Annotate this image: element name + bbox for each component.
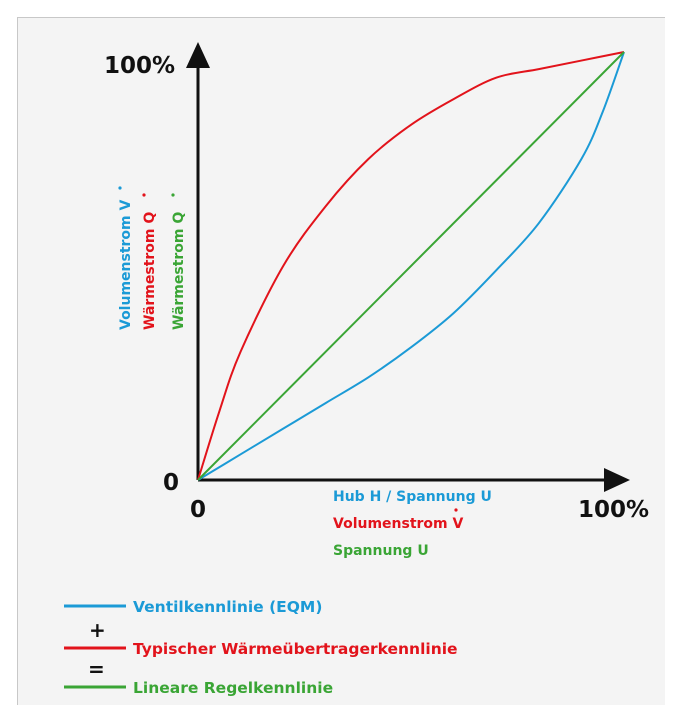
x-axis-arrow-icon [604,468,630,492]
series-layer [197,51,625,481]
y-label-waermestrom-green: Wärmestrom Q [171,212,187,330]
y-axis-top-label: 100% [104,53,175,79]
legend-label-lineare-regelkennlinie: Lineare Regelkennlinie [133,679,333,697]
legend-plus-sign: + [89,618,106,642]
chart-panel [17,17,665,705]
legend: Ventilkennlinie (EQM) + Typischer Wärmeü… [64,598,458,697]
legend-label-ventilkennlinie: Ventilkennlinie (EQM) [133,598,322,616]
y-axis-arrow-icon [186,42,210,68]
series-line-linear [197,51,625,481]
series-line-waermeuebertrager [197,51,625,481]
x-axis-zero-label: 0 [190,497,206,523]
legend-equals-sign: = [88,657,105,681]
x-label-spannung: Spannung U [333,543,429,559]
y-label-volumenstrom: Volumenstrom V [118,199,134,330]
legend-label-waermeuebertrager: Typischer Wärmeübertragerkennlinie [133,640,458,658]
y-axis-labels: Volumenstrom V Wärmestrom Q Wärmestrom Q [118,186,187,330]
y-label-dot-q-green [171,193,175,197]
y-label-waermestrom-red: Wärmestrom Q [142,212,158,330]
x-label-volumenstrom: Volumenstrom V [333,516,464,532]
y-axis-zero-label: 0 [163,470,179,496]
y-label-dot-v [118,186,122,190]
y-label-dot-q-red [142,193,146,197]
x-axis-end-label: 100% [578,497,649,523]
x-label-hub-spannung: Hub H / Spannung U [333,489,492,505]
x-label-dot-v [454,508,458,512]
series-line-ventilkennlinie [197,51,625,481]
x-axis-labels: Hub H / Spannung U Volumenstrom V Spannu… [333,489,492,559]
